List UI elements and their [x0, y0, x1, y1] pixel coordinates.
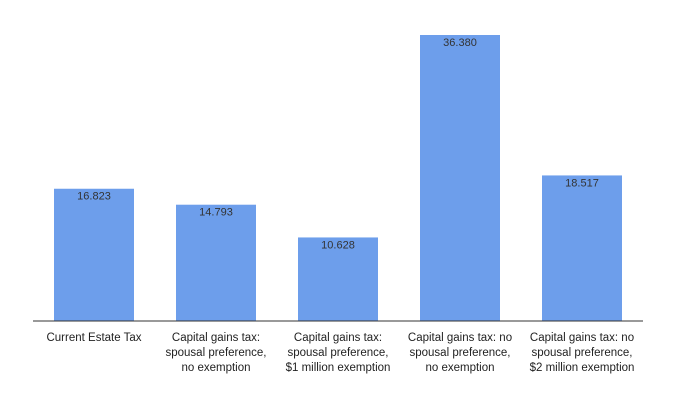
bar: [542, 175, 622, 321]
bar: [54, 188, 134, 321]
bar: [298, 237, 378, 321]
x-tick-label: Capital gains tax: spousal preference, $…: [285, 332, 391, 374]
data-label: 14.793: [199, 207, 233, 219]
data-label: 18.517: [565, 177, 599, 189]
bar: [176, 204, 256, 321]
x-tick-label: Current Estate Tax: [46, 332, 142, 344]
data-label: 16.823: [77, 191, 111, 203]
data-label: 36.380: [443, 37, 477, 49]
x-tick-label: Capital gains tax: spousal preference, n…: [165, 332, 267, 374]
x-tick-label: Capital gains tax: no spousal preference…: [529, 332, 635, 374]
bar: [420, 35, 500, 321]
x-tick-label: Capital gains tax: no spousal preference…: [407, 332, 513, 374]
data-label: 10.628: [321, 239, 355, 251]
